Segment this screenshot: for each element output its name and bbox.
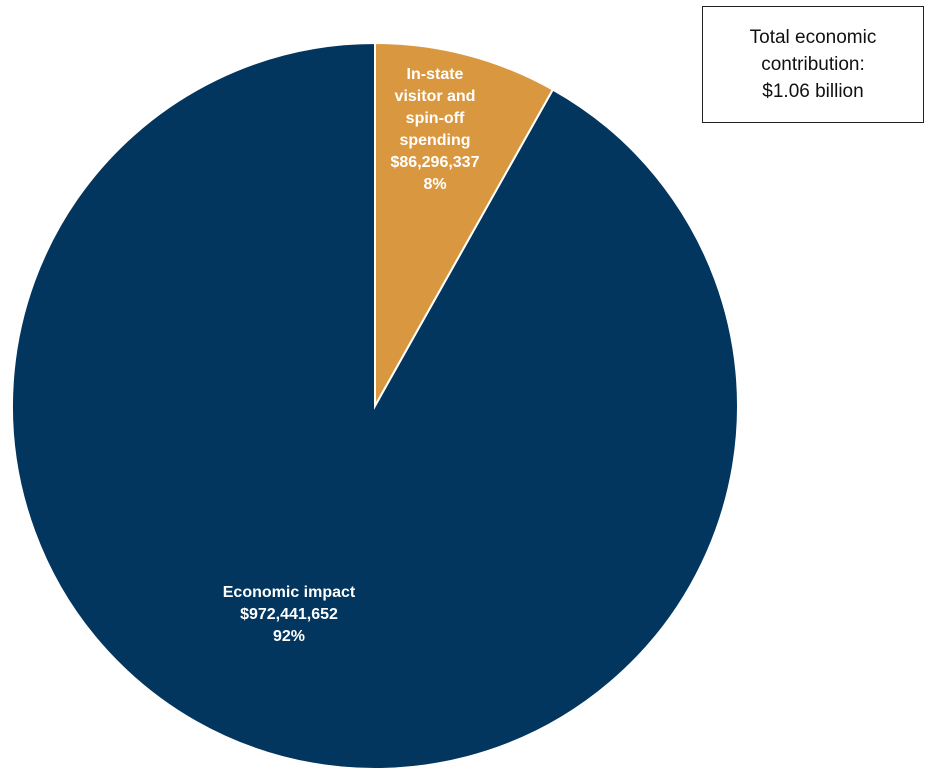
slice-0-label-line-1: visitor and [395,88,476,105]
slice-1-value-label: $972,441,652 [240,606,338,623]
slice-0-label-line-2: spin-off [406,110,465,127]
pie-slice-0 [374,41,555,410]
pie-slice-1 [11,41,739,770]
slice-0-value-label: $86,296,337 [391,154,480,171]
total-contribution-box: Total economic contribution: $1.06 billi… [702,6,924,123]
total-line-3: $1.06 billion [762,81,864,102]
total-line-2: contribution: [761,54,865,75]
slice-0-label-line-0: In-state [407,66,464,83]
slice-1-label-line-0: Economic impact [223,584,356,601]
slice-0-label-line-3: spending [399,132,470,149]
total-line-1: Total economic [749,27,877,48]
slice-0-percent-label: 8% [423,176,446,193]
slice-1-percent-label: 92% [273,628,305,645]
